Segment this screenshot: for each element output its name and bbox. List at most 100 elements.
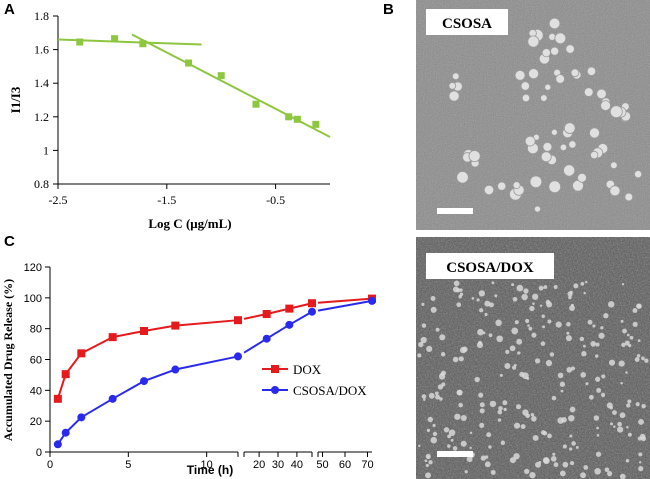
scale-bar-bottom: [437, 451, 473, 457]
series-line-segment: [243, 337, 268, 354]
nanoparticle: [583, 291, 586, 295]
chart-a-y-tick-label: 1.2: [34, 110, 49, 124]
nanoparticle: [498, 406, 503, 411]
nanoparticle: [634, 170, 643, 179]
nanoparticle: [566, 367, 573, 373]
chart-a-y-tick-label: 1: [43, 143, 49, 157]
nanoparticle: [468, 150, 481, 163]
nanoparticle: [420, 336, 427, 344]
data-point: [285, 113, 293, 121]
nanoparticle: [540, 94, 548, 102]
nanoparticle: [626, 403, 631, 408]
nanoparticle: [624, 340, 630, 346]
nanoparticle: [479, 408, 485, 414]
nanoparticle: [480, 455, 487, 461]
nanoparticle: [488, 333, 493, 338]
nanoparticle: [540, 341, 546, 346]
data-point: [140, 326, 148, 335]
nanoparticle: [608, 301, 615, 308]
nanoparticle: [547, 433, 552, 439]
series-line-segment: [143, 324, 176, 332]
data-point: [293, 115, 301, 123]
nanoparticle: [430, 436, 438, 444]
data-point: [77, 413, 86, 422]
cmc-chart: 0.8 1 1.2 1.4 1.6 1.8 -2.5 -1.5 -0.5 I1/I3 Log …: [8, 9, 331, 231]
nanoparticle: [511, 327, 519, 335]
nanoparticle: [632, 308, 638, 313]
nanoparticle: [596, 88, 607, 100]
data-point: [61, 428, 70, 437]
series-line-segment: [317, 297, 373, 304]
chart-c-x-tick-label: 30: [272, 459, 284, 471]
nanoparticle: [588, 394, 594, 400]
nanoparticle: [502, 400, 508, 406]
data-point: [108, 333, 117, 342]
csosa-dox-label-box: [426, 253, 554, 279]
nanoparticle: [458, 356, 464, 362]
nanoparticle: [580, 372, 587, 378]
nanoparticle: [600, 326, 604, 330]
nanoparticle: [478, 290, 485, 297]
nanoparticle: [527, 324, 530, 327]
nanoparticle: [560, 389, 564, 393]
nanoparticle: [606, 471, 613, 477]
series-line-segment: [56, 373, 67, 400]
csosa-dox-label: CSOSA/DOX: [446, 260, 534, 276]
nanoparticle: [456, 171, 469, 184]
nanoparticle: [622, 328, 628, 334]
nanoparticle: [625, 371, 628, 374]
chart-a-x-tick-label: -0.5: [266, 193, 285, 207]
nanoparticle: [580, 472, 586, 479]
nanoparticle: [488, 445, 492, 449]
nanoparticle: [638, 418, 644, 425]
nanoparticle: [569, 434, 573, 438]
data-point: [252, 100, 260, 108]
chart-c-x-tick-label: 50: [316, 459, 328, 471]
nanoparticle: [532, 302, 535, 305]
nanoparticle: [627, 432, 632, 437]
nanoparticle: [421, 323, 427, 328]
nanoparticle: [503, 407, 507, 412]
nanoparticle: [494, 294, 498, 298]
nanoparticle: [627, 399, 632, 404]
nanoparticle: [456, 389, 463, 396]
data-point: [111, 35, 119, 43]
nanoparticle: [421, 394, 427, 399]
chart-c-x-tick-label: 70: [361, 459, 373, 471]
series-line-segment: [175, 319, 239, 327]
chart-a-x-tick-label: -2.5: [49, 193, 68, 207]
nanoparticle: [626, 426, 629, 429]
chart-a-y-tick-label: 1.4: [34, 76, 49, 90]
data-point: [285, 320, 294, 329]
data-point: [140, 377, 148, 386]
series-line-segment: [80, 397, 114, 419]
nanoparticle: [559, 381, 566, 387]
nanoparticle: [570, 366, 576, 371]
series-line-segment: [112, 380, 145, 400]
nanoparticle: [566, 331, 570, 335]
nanoparticle: [428, 392, 435, 399]
nanoparticle: [484, 461, 491, 468]
nanoparticle: [569, 290, 573, 295]
nanoparticle: [469, 446, 472, 450]
nanoparticle: [477, 328, 484, 336]
chart-a-x-label: Log C (μg/mL): [148, 216, 231, 231]
nanoparticle: [435, 327, 440, 332]
data-point: [171, 321, 180, 330]
nanoparticle: [553, 462, 559, 468]
panel-label-c: C: [4, 233, 15, 250]
nanoparticle: [483, 184, 495, 196]
nanoparticle: [613, 425, 616, 429]
series-line-segment: [112, 329, 145, 339]
nanoparticle: [583, 87, 594, 97]
nanoparticle: [453, 280, 460, 287]
nanoparticle: [636, 303, 642, 309]
chart-c-y-tick-label: 40: [30, 385, 42, 397]
nanoparticle: [499, 373, 503, 377]
chart-c-y-tick-label: 60: [30, 355, 42, 367]
nanoparticle: [559, 143, 568, 152]
nanoparticle: [533, 205, 541, 213]
chart-c-legend: DOX CSOSA/DOX: [262, 362, 367, 398]
nanoparticle: [514, 320, 519, 325]
nanoparticle: [632, 321, 638, 327]
